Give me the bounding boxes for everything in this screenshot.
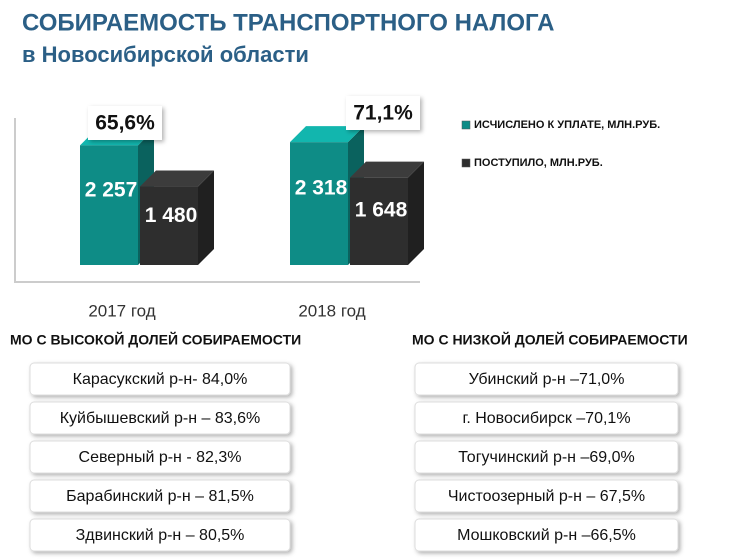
bar-side — [408, 161, 424, 265]
list-item: Карасукский р-н- 84,0% — [73, 371, 248, 388]
bar — [290, 142, 348, 265]
list-item: Барабинский р-н – 81,5% — [66, 488, 254, 505]
bar-side — [198, 170, 214, 265]
list-item-box — [414, 440, 679, 474]
data-label: 2 318 — [295, 176, 348, 199]
list-item: Мошковский р-н –66,5% — [457, 527, 636, 544]
annotation-box — [88, 106, 162, 140]
data-label: 2 257 — [85, 178, 138, 201]
list-item-box — [29, 440, 291, 474]
list-item: Убинский р-н –71,0% — [469, 371, 625, 388]
list-item-box — [29, 479, 291, 513]
list-item-box — [29, 362, 291, 396]
list-item: г. Новосибирск –70,1% — [462, 410, 630, 427]
list-item: Тогучинский р-н –69,0% — [458, 449, 634, 466]
legend-label: ИСЧИСЛЕНО К УПЛАТЕ, МЛН.РУБ. — [474, 119, 660, 131]
list-heading: МО С НИЗКОЙ ДОЛЕЙ СОБИРАЕМОСТИ — [412, 331, 688, 348]
bar — [140, 186, 198, 265]
list-item: Чистоозерный р-н – 67,5% — [448, 488, 645, 505]
list-item-box — [414, 518, 679, 552]
x-tick-label: 2018 год — [298, 301, 365, 320]
annotation-box — [346, 96, 420, 130]
list-item-box — [29, 518, 291, 552]
list-item-box — [414, 362, 679, 396]
bar — [80, 145, 138, 265]
annotation: 65,6% — [95, 112, 155, 135]
legend-swatch — [461, 120, 471, 130]
list-heading: МО С ВЫСОКОЙ ДОЛЕЙ СОБИРАЕМОСТИ — [10, 331, 301, 348]
list-item-box — [414, 401, 679, 435]
bar-top — [290, 126, 364, 143]
plot-frame — [14, 118, 420, 283]
x-tick-label: 2017 год — [88, 301, 155, 320]
list-item: Северный р-н - 82,3% — [79, 449, 242, 466]
data-label: 1 480 — [145, 204, 198, 227]
bar-top — [140, 170, 214, 187]
list-item-box — [414, 479, 679, 513]
bar — [350, 177, 408, 265]
list-item: Здвинский р-н – 80,5% — [76, 527, 245, 544]
list-item: Куйбышевский р-н – 83,6% — [60, 410, 261, 427]
bar-top — [350, 161, 424, 178]
subtitle: в Новосибирской области — [22, 42, 309, 67]
legend-label: ПОСТУПИЛО, МЛН.РУБ. — [474, 157, 603, 169]
title: СОБИРАЕМОСТЬ ТРАНСПОРТНОГО НАЛОГА — [22, 9, 554, 36]
data-label: 1 648 — [355, 198, 408, 221]
list-item-box — [29, 401, 291, 435]
legend-swatch — [461, 158, 471, 168]
annotation: 71,1% — [353, 102, 413, 125]
